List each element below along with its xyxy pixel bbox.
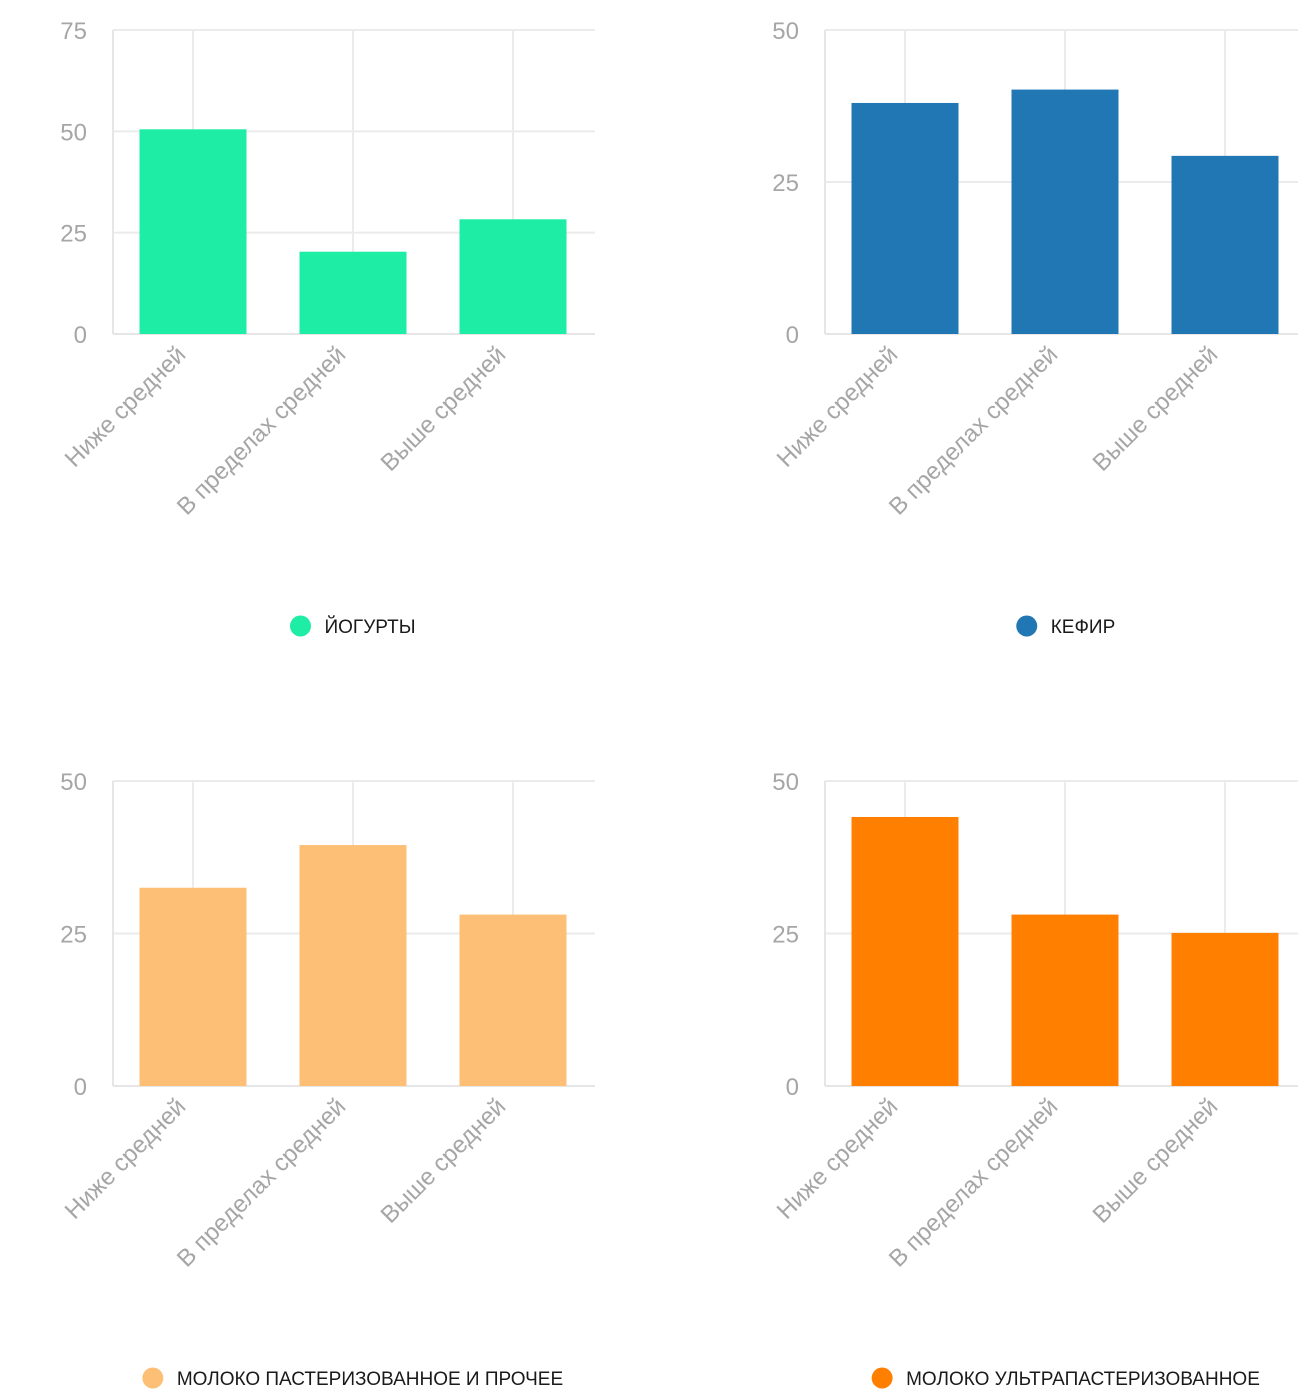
bar-3[interactable] [1171,932,1279,1086]
x-category-label: Выше средней [1088,341,1224,477]
legend[interactable]: ЙОГУРТЫ [289,615,416,639]
legend-marker-icon [871,1367,893,1389]
legend[interactable]: КЕФИР [1016,615,1116,639]
y-tick-label: 0 [786,322,799,349]
legend[interactable]: МОЛОКО ПАСТЕРИЗОВАННОЕ И ПРОЧЕЕ [142,1367,563,1389]
y-tick-label: 75 [60,18,87,45]
x-category-label: Выше средней [1088,1093,1224,1229]
y-tick-label: 0 [74,322,87,349]
bar-2[interactable] [299,251,407,334]
bar-3[interactable] [459,219,567,334]
bar-2[interactable] [1011,89,1119,334]
y-tick-label: 25 [60,922,87,949]
bar-3[interactable] [1171,155,1279,334]
y-tick-label: 50 [60,119,87,146]
legend-label: КЕФИР [1051,617,1116,638]
y-tick-label: 25 [772,170,799,197]
y-tick-label: 50 [60,769,87,796]
x-category-label: Ниже средней [60,1093,192,1225]
x-category-label: В пределах средней [172,1093,351,1272]
y-tick-label: 50 [772,769,799,796]
x-category-label: В пределах средней [884,1093,1063,1272]
x-category-label: Ниже средней [772,341,904,473]
legend-marker-icon [289,615,311,637]
x-category-label: Ниже средней [60,341,192,473]
x-category-label: Выше средней [376,341,512,477]
y-tick-label: 0 [786,1074,799,1101]
y-tick-label: 25 [772,922,799,949]
x-category-label: Выше средней [376,1093,512,1229]
y-tick-label: 50 [772,18,799,45]
bar-1[interactable] [139,129,247,334]
x-category-label: Ниже средней [772,1093,904,1225]
bar-1[interactable] [851,102,959,335]
x-category-label: В пределах средней [884,341,1063,520]
legend-label: МОЛОКО УЛЬТРАПАСТЕРИЗОВАННОЕ [906,1369,1260,1389]
bar-2[interactable] [1011,914,1119,1086]
legend-marker-icon [142,1367,164,1389]
legend-marker-icon [1016,615,1038,637]
bar-3[interactable] [459,914,567,1086]
legend[interactable]: МОЛОКО УЛЬТРАПАСТЕРИЗОВАННОЕ [871,1367,1260,1389]
legend-label: МОЛОКО ПАСТЕРИЗОВАННОЕ И ПРОЧЕЕ [177,1369,563,1389]
y-tick-label: 25 [60,221,87,248]
bar-1[interactable] [139,887,247,1086]
bar-2[interactable] [299,845,407,1086]
x-category-label: В пределах средней [172,341,351,520]
legend-label: ЙОГУРТЫ [324,616,415,638]
bar-1[interactable] [851,816,959,1086]
y-tick-label: 0 [74,1074,87,1101]
